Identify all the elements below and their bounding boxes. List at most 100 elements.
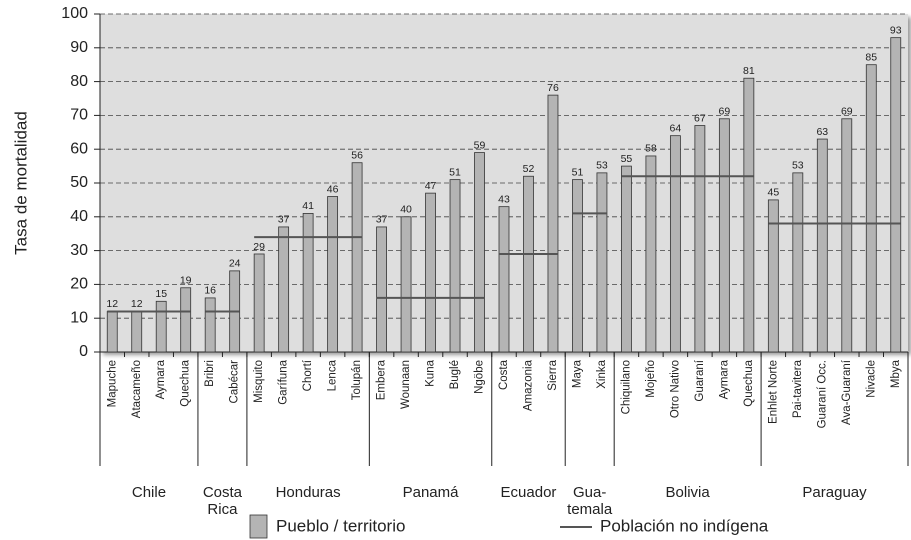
category-label: Ngöbe <box>474 360 486 394</box>
category-label: Aymara <box>718 359 730 399</box>
category-label: Guaraní <box>694 359 706 401</box>
category-label: Enhlet Norte <box>767 360 779 424</box>
legend-swatch <box>249 514 268 539</box>
bar <box>253 253 265 353</box>
value-label: 19 <box>180 275 192 287</box>
category-label: Mojeño <box>645 360 657 398</box>
value-label: 59 <box>474 139 486 151</box>
bar <box>669 135 681 353</box>
category-label: Tolupán <box>351 360 363 400</box>
bar <box>596 172 608 353</box>
category-label: Otro Nativo <box>669 360 681 418</box>
legend-label: Población no indígena <box>600 516 769 535</box>
y-tick-label: 0 <box>79 343 88 360</box>
value-label: 67 <box>694 112 706 124</box>
category-label: Embera <box>376 359 388 400</box>
category-label: Kuna <box>425 359 437 386</box>
bar <box>131 311 143 353</box>
value-label: 52 <box>523 163 535 175</box>
value-label: 58 <box>645 143 657 155</box>
value-label: 37 <box>376 214 388 226</box>
value-label: 51 <box>449 166 461 178</box>
group-label: Costa <box>203 484 243 501</box>
value-label: 47 <box>425 180 437 192</box>
category-label: Bribri <box>204 360 216 387</box>
bar <box>694 125 706 353</box>
value-label: 46 <box>327 183 339 195</box>
bar <box>155 300 167 353</box>
category-label: Costa <box>498 359 510 390</box>
category-label: Garífuna <box>278 359 290 404</box>
bar <box>204 297 216 353</box>
category-label: Mbya <box>890 359 902 388</box>
category-label: Chiquilano <box>620 360 632 414</box>
bar <box>180 287 192 353</box>
bar <box>425 192 436 353</box>
category-label: Guaraní Occ. <box>816 360 828 428</box>
bar <box>621 165 632 353</box>
value-label: 85 <box>865 51 877 63</box>
category-label: Quechua <box>743 359 755 406</box>
group-label: Panamá <box>403 484 460 501</box>
group-label: Rica <box>207 501 238 518</box>
category-label: Chortí <box>302 359 314 391</box>
value-label: 93 <box>890 24 902 36</box>
group-label: Chile <box>132 484 166 501</box>
value-label: 12 <box>106 298 118 310</box>
category-label: Cabécar <box>229 360 241 404</box>
value-label: 76 <box>547 82 559 94</box>
group-label: Honduras <box>276 484 341 501</box>
category-label: Ava-Guaraní <box>841 359 853 425</box>
y-tick-label: 90 <box>70 39 88 56</box>
y-tick-label: 40 <box>70 208 88 225</box>
value-label: 53 <box>596 160 608 172</box>
value-label: 24 <box>229 258 241 270</box>
y-tick-label: 100 <box>61 5 88 22</box>
category-label: Pai-tavitera <box>792 359 804 418</box>
bar <box>449 179 461 353</box>
category-label: Sierra <box>547 359 559 390</box>
category-label: Aymara <box>155 359 167 399</box>
category-label: Amazonia <box>523 359 535 411</box>
bar <box>767 199 779 353</box>
bar <box>865 64 877 353</box>
group-label: Ecuador <box>501 484 557 501</box>
value-label: 53 <box>792 160 804 172</box>
bar <box>474 152 485 353</box>
value-label: 51 <box>572 166 584 178</box>
category-label: Xinka <box>596 359 608 388</box>
bar <box>572 179 583 353</box>
bar <box>841 118 853 353</box>
value-label: 81 <box>743 65 755 77</box>
legend-label: Pueblo / territorio <box>276 516 405 535</box>
bar <box>523 175 534 353</box>
bar <box>718 118 730 353</box>
bar <box>327 196 339 353</box>
bar <box>547 94 559 353</box>
value-label: 63 <box>816 126 828 138</box>
y-tick-label: 70 <box>70 107 88 124</box>
category-label: Buglé <box>449 360 461 389</box>
value-label: 16 <box>204 285 216 297</box>
group-label: temala <box>567 501 613 518</box>
category-label: Mapuche <box>106 360 118 407</box>
y-tick-label: 80 <box>70 73 88 90</box>
bar <box>890 37 902 353</box>
y-tick-label: 30 <box>70 242 88 259</box>
y-tick-label: 60 <box>70 140 88 157</box>
bar <box>400 216 412 353</box>
y-axis-label: Tasa de mortalidad <box>11 111 30 255</box>
category-label: Lenca <box>327 359 339 391</box>
group-label: Paraguay <box>802 484 867 501</box>
category-label: Wounaan <box>400 360 412 409</box>
bar <box>351 162 363 353</box>
bar <box>302 213 314 353</box>
y-tick-label: 50 <box>70 174 88 191</box>
category-label: Maya <box>571 359 583 388</box>
value-label: 40 <box>400 204 412 216</box>
group-label: Gua- <box>573 484 606 501</box>
category-label: Atacameño <box>131 360 143 418</box>
group-label: Bolivia <box>666 484 711 501</box>
